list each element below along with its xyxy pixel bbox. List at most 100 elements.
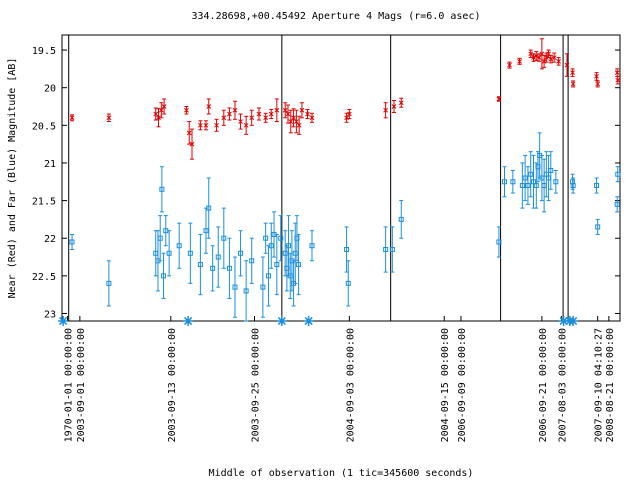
y-tick-label: 22 <box>44 234 56 245</box>
data-point <box>243 288 249 294</box>
x-tick-label: 2003-09-13 00:00:00 <box>167 328 178 442</box>
far-series <box>69 132 621 322</box>
data-point <box>232 107 238 113</box>
data-point <box>541 58 547 64</box>
data-point <box>268 111 274 117</box>
data-point <box>189 141 195 147</box>
data-point <box>285 111 291 117</box>
y-tick-label: 21.5 <box>32 197 56 208</box>
asterisk-marker <box>276 316 287 326</box>
data-point <box>106 280 112 286</box>
data-point <box>551 55 557 60</box>
data-point <box>543 55 549 60</box>
data-point <box>161 273 167 279</box>
x-tick-label: 2007-08-03 00:00:00 <box>557 328 568 442</box>
x-axis: 1970-01-01 00:00:00 2003-09-01 00:00:00 20… <box>64 316 616 442</box>
data-point <box>157 235 163 241</box>
x-tick-label: 2007-09-10 04:10:27 <box>594 328 605 442</box>
data-point <box>153 111 159 117</box>
data-point <box>106 115 112 121</box>
y-axis: 19.5 20 20.5 21 21.5 22 22.5 23 <box>32 46 620 320</box>
data-point <box>260 284 266 290</box>
data-point <box>69 239 75 245</box>
data-point <box>528 171 534 177</box>
data-point <box>184 107 189 113</box>
data-point <box>570 183 576 189</box>
data-point <box>206 104 212 109</box>
data-point <box>198 122 203 128</box>
data-point <box>531 55 536 60</box>
data-point <box>501 179 507 185</box>
y-tick-label: 20 <box>44 84 56 95</box>
asterisk-marker <box>558 316 569 326</box>
data-point <box>159 186 165 192</box>
data-point <box>614 70 620 75</box>
data-point <box>564 62 570 68</box>
data-point <box>305 111 310 117</box>
data-point <box>383 107 388 113</box>
asterisk-marker <box>303 316 314 326</box>
data-point <box>243 122 249 128</box>
data-point <box>176 243 182 249</box>
data-point <box>615 171 621 177</box>
data-point <box>294 119 299 124</box>
data-point <box>548 167 554 173</box>
data-point <box>227 111 232 117</box>
data-point <box>536 55 542 60</box>
data-point <box>525 183 531 189</box>
x-tick-label: 2004-09-03 00:00:00 <box>345 328 356 442</box>
y-tick-label: 20.5 <box>32 121 56 132</box>
data-point <box>391 104 397 109</box>
data-point <box>553 179 559 185</box>
data-point <box>614 201 620 207</box>
data-point <box>197 262 203 268</box>
data-point <box>214 122 219 128</box>
data-point <box>519 183 525 189</box>
data-point <box>531 179 537 185</box>
data-point <box>221 115 227 121</box>
data-point <box>187 250 193 256</box>
data-point <box>345 280 351 286</box>
y-tick-label: 19.5 <box>32 46 56 57</box>
data-point <box>296 262 302 268</box>
data-point <box>595 81 601 87</box>
x-tick-label: 1970-01-01 00:00:00 <box>64 328 75 442</box>
data-point <box>570 81 576 87</box>
data-point <box>274 107 280 113</box>
y-tick-label: 22.5 <box>32 272 56 283</box>
data-point <box>389 247 395 252</box>
data-point <box>69 115 75 121</box>
data-point <box>299 107 305 113</box>
data-point <box>309 243 315 249</box>
data-point <box>156 115 161 121</box>
data-point <box>594 74 599 79</box>
data-point <box>344 247 350 252</box>
data-point <box>238 119 243 124</box>
asterisk-marker <box>183 316 194 326</box>
data-point <box>398 216 404 222</box>
chart-title: 334.28698,+00.45492 Aperture 4 Mags (r=6… <box>192 11 481 22</box>
data-point <box>206 205 212 211</box>
x-tick-label: 2003-09-01 00:00:00 <box>76 328 87 442</box>
data-point <box>186 130 192 136</box>
x-tick-label: 2006-09-09 00:00:00 <box>457 328 468 442</box>
data-point <box>556 58 561 64</box>
data-point <box>398 100 404 106</box>
data-point <box>263 115 269 121</box>
data-point <box>158 107 164 113</box>
data-point <box>210 265 216 271</box>
data-point <box>203 122 209 128</box>
data-point <box>528 51 534 57</box>
data-point <box>533 183 539 189</box>
data-point <box>496 96 502 102</box>
vertical-line-group <box>68 35 569 321</box>
data-point <box>291 115 296 121</box>
y-tick-label: 21 <box>44 159 56 170</box>
x-axis-label: Middle of observation (1 tic=345600 seco… <box>209 468 474 479</box>
data-point <box>533 53 539 59</box>
data-point <box>615 77 621 83</box>
data-point <box>256 111 262 117</box>
x-tick-label: 2004-09-15 00:00:00 <box>440 328 451 442</box>
data-point <box>282 107 288 113</box>
